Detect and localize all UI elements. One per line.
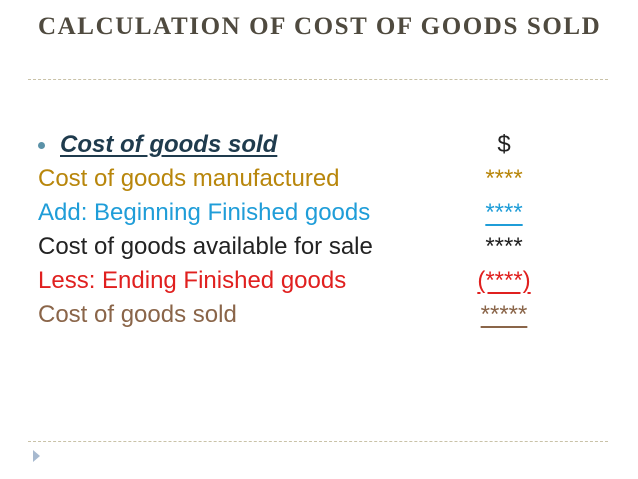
currency-header: $ xyxy=(497,131,511,158)
statement-row: Cost of goods sold ***** xyxy=(38,298,558,332)
row-value: **** xyxy=(485,199,523,226)
row-value: ***** xyxy=(480,301,528,328)
row-label: Cost of goods available for sale xyxy=(38,233,373,260)
row-label: Add: Beginning Finished goods xyxy=(38,199,371,226)
title-divider xyxy=(28,79,608,80)
row-label: Cost of goods manufactured xyxy=(38,165,340,192)
statement-row: Cost of goods manufactured **** xyxy=(38,162,558,196)
statement-row: Less: Ending Finished goods (****) xyxy=(38,264,558,298)
row-label: Cost of goods sold xyxy=(38,301,237,328)
bullet-dot-icon xyxy=(38,142,45,149)
heading-row: Cost of goods sold $ xyxy=(38,128,558,162)
triangle-right-icon xyxy=(33,450,40,462)
row-label: Less: Ending Finished goods xyxy=(38,267,347,294)
row-value: (****) xyxy=(477,267,531,294)
statement-row: Cost of goods available for sale **** xyxy=(38,230,558,264)
section-heading: Cost of goods sold xyxy=(60,131,278,158)
row-value: **** xyxy=(485,165,523,192)
row-value: **** xyxy=(485,233,523,260)
footer-divider xyxy=(28,441,608,442)
statement-row: Add: Beginning Finished goods **** xyxy=(38,196,558,230)
slide-title: CALCULATION OF COST OF GOODS SOLD xyxy=(38,13,602,40)
